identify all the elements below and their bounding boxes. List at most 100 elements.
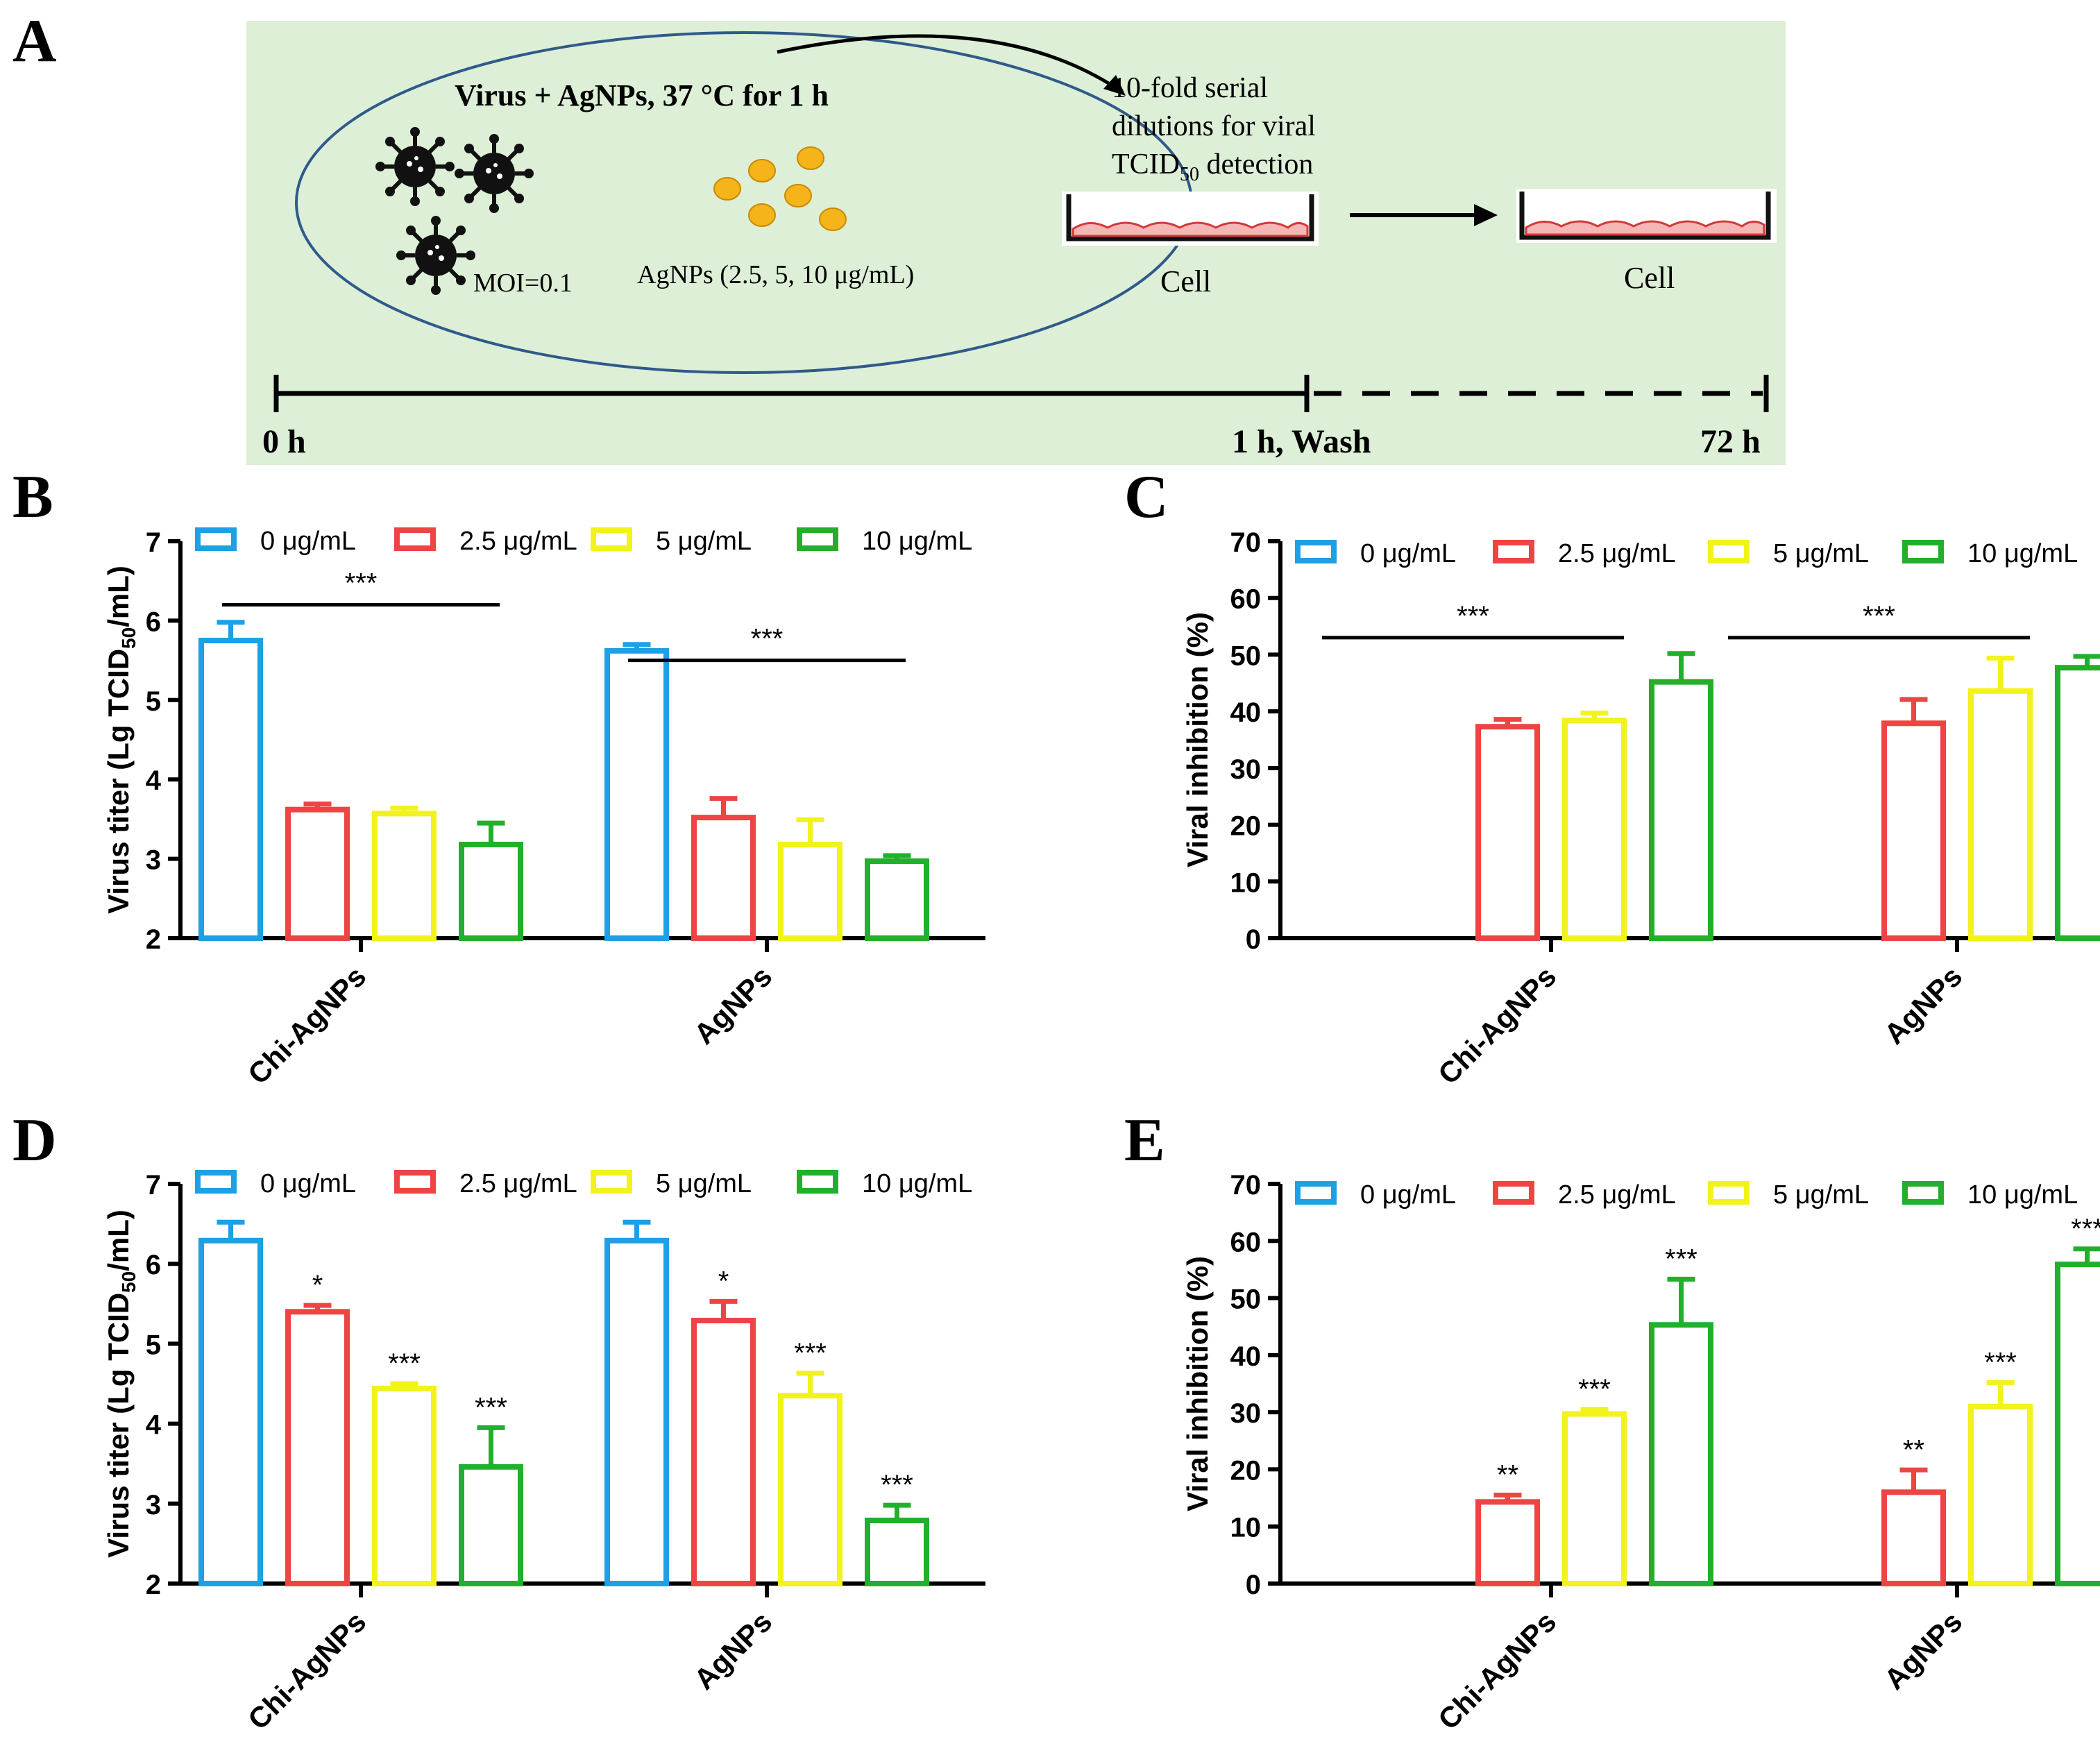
dilution-text-line3: TCID50 detection — [1112, 149, 1313, 185]
bar — [198, 638, 263, 941]
bar — [1649, 1322, 1713, 1586]
x-category-label: AgNPs — [1878, 960, 1969, 1051]
bar — [459, 842, 523, 942]
significance-label: * — [718, 1266, 729, 1296]
bar — [691, 1317, 756, 1586]
y-axis-title: Viral inhibition (%) — [1181, 1256, 1214, 1511]
chart-panel-c: 0 μg/mL 2.5 μg/mL 5 μg/mL 10 μg/mL 0 10 20 30 40… — [1181, 527, 2100, 1090]
legend-swatch — [1295, 1181, 1337, 1205]
y-tick-label: 50 — [1230, 1284, 1262, 1315]
bar — [285, 806, 350, 941]
arrowhead-icon — [1474, 204, 1498, 226]
y-tick-label: 30 — [1230, 1398, 1262, 1429]
bar — [198, 1237, 263, 1586]
significance-label: *** — [475, 1392, 507, 1423]
time-label-0h: 0 h — [262, 423, 306, 460]
panel-letter-e: E — [1124, 1107, 1165, 1174]
y-tick-label: 3 — [146, 845, 161, 876]
legend-swatch — [797, 1170, 838, 1194]
y-tick-label: 5 — [146, 1330, 161, 1360]
y-tick-label: 0 — [1246, 1570, 1261, 1600]
significance-label: *** — [881, 1470, 913, 1500]
bar — [1649, 679, 1713, 941]
y-tick-label: 2 — [146, 1570, 161, 1600]
schematic-panel: Virus + AgNPs, 37 °C for 1 h — [246, 21, 1786, 465]
legend-swatch — [1708, 540, 1750, 563]
agnps-concentration-label: AgNPs (2.5, 5, 10 μg/mL) — [637, 260, 914, 289]
x-category-label: Chi-AgNPs — [1432, 1605, 1562, 1736]
legend-label: 0 μg/mL — [1360, 1180, 1456, 1210]
legend-swatch — [1708, 1181, 1750, 1205]
y-axis-title: Viral inhibition (%) — [1181, 612, 1214, 867]
incubation-title: Virus + AgNPs, 37 °C for 1 h — [455, 78, 829, 112]
cell-label-2: Cell — [1624, 261, 1675, 295]
bar — [865, 1517, 929, 1586]
bar — [1968, 688, 2033, 941]
x-category-label: Chi-AgNPs — [1432, 960, 1562, 1090]
bar — [1475, 1499, 1540, 1587]
bar — [372, 1385, 437, 1586]
legend-label: 10 μg/mL — [862, 527, 972, 556]
y-tick-label: 6 — [146, 1250, 161, 1280]
bar — [1881, 1489, 1946, 1586]
legend-label: 2.5 μg/mL — [459, 1169, 577, 1198]
y-tick-label: 40 — [1230, 1341, 1262, 1372]
y-tick-label: 70 — [1230, 527, 1262, 558]
bar — [1562, 718, 1627, 942]
legend-swatch — [1902, 540, 1944, 563]
significance-label: *** — [345, 568, 378, 599]
panel-letter-d: D — [12, 1107, 57, 1174]
y-tick-label: 50 — [1230, 641, 1262, 671]
legend-label: 0 μg/mL — [260, 527, 356, 556]
y-tick-label: 0 — [1246, 924, 1261, 955]
y-axis-title: Virus titer (Lg TCID50/mL) — [102, 1210, 139, 1558]
x-category-label: AgNPs — [1878, 1605, 1969, 1696]
virus-icon — [375, 127, 455, 206]
y-tick-label: 10 — [1230, 867, 1262, 898]
panel-letter-a: A — [12, 8, 57, 75]
y-tick-label: 40 — [1230, 697, 1262, 728]
bar — [372, 811, 437, 941]
y-tick-label: 60 — [1230, 1227, 1262, 1257]
virus-icon — [455, 134, 534, 213]
significance-label: *** — [1665, 1244, 1697, 1274]
x-category-label: Chi-AgNPs — [242, 1605, 372, 1736]
legend-swatch — [394, 1170, 436, 1194]
y-tick-label: 10 — [1230, 1513, 1262, 1543]
dilution-text-line1: 10-fold serial — [1112, 72, 1268, 104]
bar — [1881, 720, 1946, 941]
panel-letter-c: C — [1124, 464, 1169, 531]
legend-label: 10 μg/mL — [1967, 539, 2078, 568]
significance-label: * — [312, 1270, 323, 1300]
y-axis-title: Virus titer (Lg TCID50/mL) — [102, 566, 139, 914]
nanoparticle-icon — [748, 203, 776, 227]
significance-label: *** — [388, 1348, 421, 1379]
cell-label-1: Cell — [1160, 264, 1211, 298]
panel-letter-b: B — [12, 464, 53, 531]
y-tick-label: 3 — [146, 1490, 161, 1520]
legend-label: 2.5 μg/mL — [1558, 539, 1676, 568]
significance-label: *** — [794, 1338, 827, 1368]
legend-label: 5 μg/mL — [1773, 1180, 1869, 1210]
legend-label: 2.5 μg/mL — [459, 527, 577, 556]
legend-label: 5 μg/mL — [1773, 539, 1869, 568]
legend-label: 0 μg/mL — [1360, 539, 1456, 568]
legend-label: 0 μg/mL — [260, 1169, 356, 1198]
nanoparticle-icon — [797, 146, 824, 170]
legend-swatch — [1493, 1181, 1534, 1205]
legend-swatch — [1493, 540, 1534, 563]
significance-label: *** — [1578, 1374, 1611, 1405]
legend-label: 10 μg/mL — [862, 1169, 972, 1198]
x-category-label: Chi-AgNPs — [242, 960, 372, 1090]
bar — [778, 1393, 842, 1587]
arrowhead-icon — [1103, 75, 1126, 96]
bar — [1968, 1403, 2033, 1587]
nanoparticle-icon — [784, 184, 812, 207]
significance-label: *** — [2071, 1214, 2100, 1244]
y-tick-label: 7 — [146, 1170, 161, 1201]
y-tick-label: 5 — [146, 686, 161, 717]
y-tick-label: 30 — [1230, 754, 1262, 785]
legend-swatch — [1295, 540, 1337, 563]
nanoparticle-icon — [713, 177, 741, 201]
y-tick-label: 20 — [1230, 1455, 1262, 1486]
